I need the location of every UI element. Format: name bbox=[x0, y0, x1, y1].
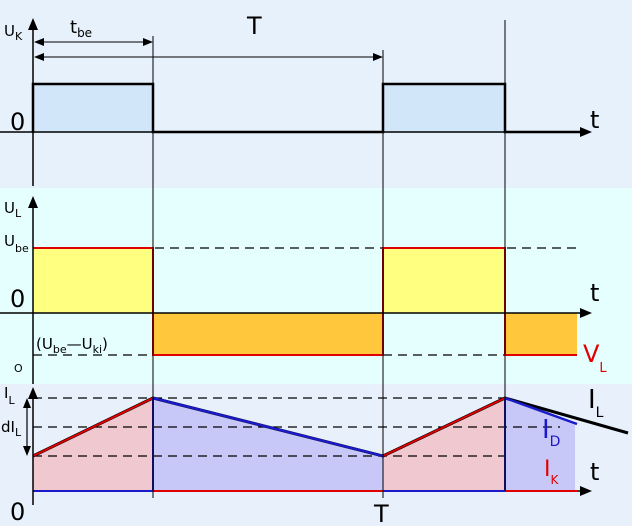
zero-label-1: 0 bbox=[10, 108, 25, 136]
il-level-label: IL bbox=[4, 384, 15, 407]
time-marker-lines bbox=[152, 20, 506, 498]
panel-switch-voltage: UK tbe T 0 t bbox=[0, 12, 599, 186]
pulse-fill-2 bbox=[383, 84, 505, 133]
panel-inductor-voltage: UL Ube 0 t (Ube—Uki) O VL bbox=[0, 196, 607, 384]
pulse-fill-1 bbox=[33, 84, 153, 133]
o-label: O bbox=[14, 362, 23, 375]
time-axis-3-arrow bbox=[580, 486, 592, 496]
positive-pulse-fill-2 bbox=[383, 248, 505, 313]
t-label-1: t bbox=[590, 106, 599, 134]
tbe-label: tbe bbox=[70, 17, 92, 40]
dil-arrow-down bbox=[23, 446, 31, 456]
switch-current-area-2 bbox=[383, 398, 505, 491]
switch-current-area-1 bbox=[33, 398, 153, 491]
vertical-axis-2-arrow bbox=[28, 196, 38, 208]
ik-label: IK bbox=[544, 457, 560, 487]
vl-label: VL bbox=[583, 340, 607, 376]
dil-arrow-up bbox=[23, 398, 31, 408]
ul-axis-label: UL bbox=[4, 199, 22, 220]
switch-current-rise-1 bbox=[32, 397, 154, 457]
negative-level-label: (Ube—Uki) bbox=[36, 335, 108, 356]
period-arrow-left bbox=[34, 53, 44, 61]
diode-current-fall-1 bbox=[152, 396, 384, 458]
vertical-axis-1-arrow bbox=[28, 18, 38, 30]
vertical-axis-3-arrow bbox=[28, 387, 38, 399]
dil-label: dIL bbox=[1, 418, 22, 439]
diode-current-area-1 bbox=[153, 398, 383, 491]
diode-current-fall-2 bbox=[504, 396, 578, 426]
diode-current-area-2 bbox=[505, 398, 575, 491]
id-label: ID bbox=[542, 415, 560, 450]
period-label-top: T bbox=[246, 12, 262, 40]
switch-current-rise-2 bbox=[382, 397, 506, 457]
il-curve-label: IL bbox=[588, 385, 604, 421]
uk-axis-label: UK bbox=[4, 22, 23, 43]
period-label-bottom: T bbox=[373, 500, 389, 526]
negative-pulse-fill-2 bbox=[505, 313, 577, 355]
time-axis-1-arrow bbox=[580, 127, 592, 137]
tbe-arrow-right bbox=[143, 38, 153, 46]
positive-pulse-fill-1 bbox=[33, 248, 153, 313]
t-label-2: t bbox=[590, 279, 599, 307]
t-label-3: t bbox=[590, 458, 599, 486]
period-arrow-right bbox=[373, 53, 383, 61]
tbe-arrow-left bbox=[34, 38, 44, 46]
ube-level-label: Ube bbox=[4, 232, 29, 255]
zero-label-2: 0 bbox=[10, 285, 25, 313]
zero-label-3: 0 bbox=[10, 498, 25, 526]
time-axis-2-arrow bbox=[580, 308, 592, 318]
negative-pulse-fill-1 bbox=[153, 313, 383, 355]
